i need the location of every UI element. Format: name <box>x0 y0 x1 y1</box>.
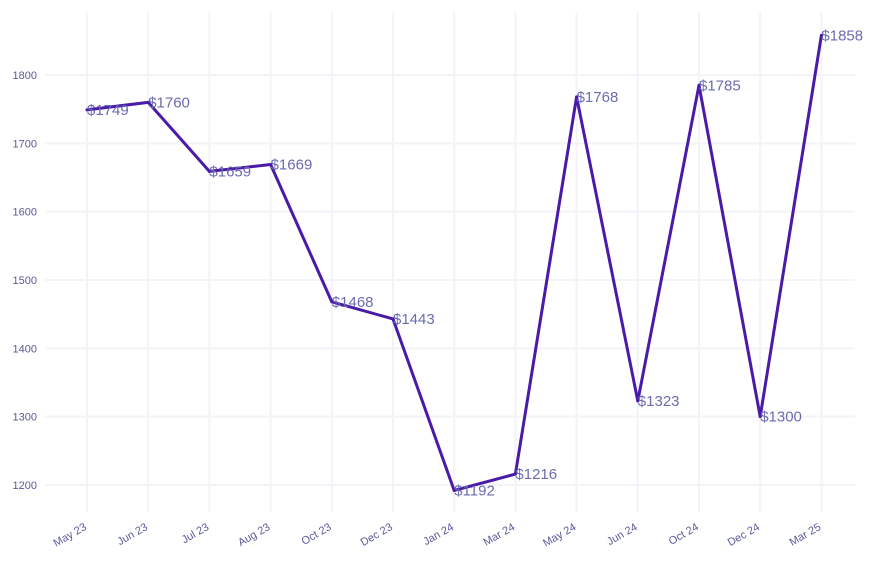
data-label: $1192 <box>454 482 495 499</box>
x-tick-label: May 23 <box>52 521 89 549</box>
data-point <box>819 33 823 37</box>
data-point <box>207 169 211 173</box>
data-labels: $1749 $1760 $1659 $1669 $1468 $1443 $1192 $1216… <box>87 27 863 499</box>
data-point <box>330 300 334 304</box>
x-tick-label: Jul 23 <box>180 521 211 546</box>
x-tick-label: Jan 24 <box>421 521 456 548</box>
x-tick-label: Dec 24 <box>726 521 762 549</box>
data-point <box>452 488 456 492</box>
x-tick-label: Mar 25 <box>788 521 824 549</box>
data-point <box>85 108 89 112</box>
data-label: $1768 <box>577 89 619 106</box>
data-label: $1659 <box>209 163 251 180</box>
y-tick-label: 1600 <box>13 207 37 219</box>
data-label: $1443 <box>393 311 435 328</box>
data-point <box>513 472 517 476</box>
x-tick-label: Oct 23 <box>300 521 334 548</box>
data-point <box>269 163 273 167</box>
data-label: $1468 <box>332 294 374 311</box>
data-label: $1858 <box>821 27 863 44</box>
y-tick-label: 1700 <box>13 138 37 150</box>
data-point <box>575 95 579 99</box>
x-tick-label: Jun 24 <box>605 521 640 548</box>
data-label: $1300 <box>760 409 802 426</box>
data-point <box>758 415 762 419</box>
y-tick-label: 1400 <box>13 343 37 355</box>
x-tick-label: May 24 <box>541 521 578 549</box>
data-label: $1323 <box>638 393 680 410</box>
y-tick-label: 1200 <box>13 480 37 492</box>
x-tick-label: Oct 24 <box>667 521 701 548</box>
x-tick-label: Jun 23 <box>115 521 150 548</box>
y-tick-label: 1800 <box>13 70 37 82</box>
data-label: $1760 <box>148 94 190 111</box>
y-tick-label: 1500 <box>13 275 37 287</box>
data-label: $1216 <box>515 466 557 483</box>
grid <box>45 12 855 512</box>
data-point <box>636 399 640 403</box>
data-point <box>697 83 701 87</box>
x-tick-label: Mar 24 <box>482 521 518 549</box>
data-label: $1749 <box>87 102 129 119</box>
x-tick-label: Aug 23 <box>236 521 272 549</box>
data-label: $1785 <box>699 77 741 94</box>
data-label: $1669 <box>271 157 313 174</box>
series <box>85 33 823 492</box>
data-point <box>391 317 395 321</box>
data-point <box>146 100 150 104</box>
axes: 1200 1300 1400 1500 1600 1700 1800 May 23 Jun 23… <box>13 70 824 550</box>
y-tick-label: 1300 <box>13 412 37 424</box>
x-tick-label: Dec 23 <box>359 521 395 549</box>
